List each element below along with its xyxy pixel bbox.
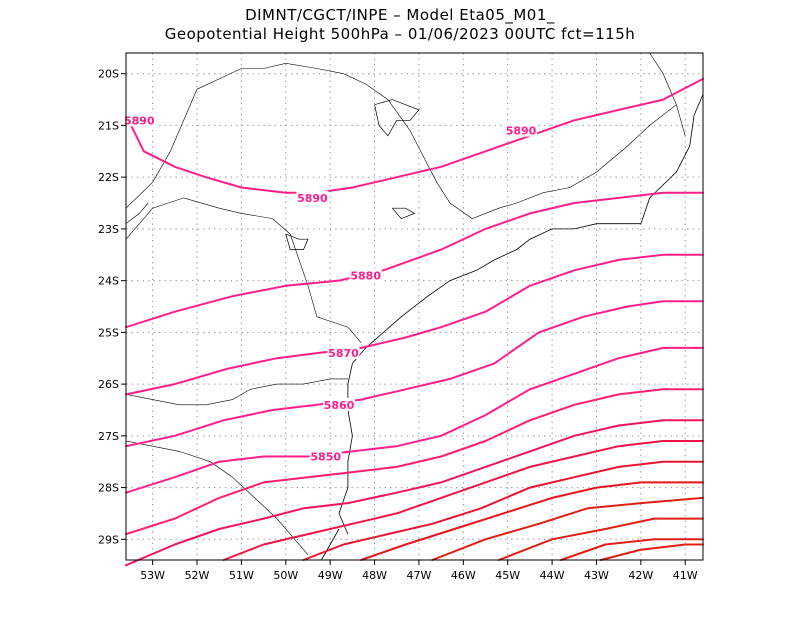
contour-label-bg [323, 397, 356, 411]
lon-tick-label: 46W [451, 569, 476, 582]
contour-label-bg [309, 449, 342, 463]
state-border-1 [125, 378, 348, 406]
lon-tick-label: 43W [584, 569, 609, 582]
contour-label-bg [327, 346, 360, 360]
state-border-6 [125, 202, 149, 224]
lon-tick-label: 42W [628, 569, 653, 582]
contour-5880 [125, 191, 704, 329]
lon-tick-label: 51W [229, 569, 254, 582]
lat-tick-label: 28S [98, 482, 119, 495]
lon-tick-label: 47W [407, 569, 432, 582]
title-line-2: Geopotential Height 500hPa – 01/06/2023 … [164, 25, 636, 43]
lon-tick-label: 48W [362, 569, 387, 582]
reservoir-2 [392, 207, 416, 220]
contour-label-5890: 5890 [297, 192, 328, 205]
state-border-2 [125, 440, 309, 555]
lon-tick-label: 45W [495, 569, 520, 582]
contour-5870 [125, 253, 704, 396]
contour-5770 [560, 538, 704, 561]
lon-tick-label: 50W [273, 569, 298, 582]
lat-tick-label: 20S [98, 68, 119, 81]
height-contours [125, 77, 704, 567]
contour-5800 [360, 481, 704, 561]
contour-5850 [125, 346, 704, 494]
contour-5790 [431, 496, 704, 561]
reservoir-0 [374, 99, 420, 137]
contour-5840 [125, 388, 704, 536]
coastline [338, 94, 704, 535]
contour-labels: 5890 5890 5890 5880 5870 5860 5850 [123, 113, 538, 464]
contour-5810 [302, 460, 704, 561]
axis-ticks: 53W 52W 51W 50W 49W 48W 47W 46W 45W 44W 43W 42W 41W 2… [98, 68, 698, 582]
lat-tick-label: 27S [98, 430, 119, 443]
contour-label-bg [505, 123, 538, 137]
coastline-south [320, 528, 340, 561]
contour-label-5890: 5890 [506, 125, 537, 138]
contour-label-5890: 5890 [124, 114, 155, 127]
contour-label-5870: 5870 [328, 347, 359, 360]
contour-5860 [125, 300, 704, 448]
map-frame [125, 52, 704, 561]
title-line-1: DIMNT/CGCT/INPE – Model Eta05_M01_ [245, 6, 555, 24]
contour-label-5850: 5850 [310, 451, 341, 464]
contour-label-bg [296, 190, 329, 204]
lat-tick-label: 29S [98, 533, 119, 546]
contour-label-bg [123, 113, 156, 127]
state-border-3 [196, 62, 677, 219]
lat-tick-label: 24S [98, 275, 119, 288]
lon-tick-label: 53W [140, 569, 165, 582]
state-border-0 [125, 197, 362, 343]
lon-tick-label: 49W [318, 569, 343, 582]
lat-tick-label: 22S [98, 171, 119, 184]
contour-label-5860: 5860 [324, 399, 355, 412]
lat-tick-label: 25S [98, 326, 119, 339]
contour-label-5880: 5880 [350, 269, 381, 282]
contour-5780 [497, 517, 704, 561]
lat-tick-label: 21S [98, 119, 119, 132]
lon-tick-label: 44W [540, 569, 565, 582]
contour-5890 [125, 77, 704, 194]
geography [125, 52, 704, 561]
contour-5820 [222, 440, 704, 561]
contour-5830 [125, 419, 704, 567]
lon-tick-label: 41W [673, 569, 698, 582]
lon-tick-label: 52W [185, 569, 210, 582]
contour-label-bg [349, 268, 382, 282]
contour-5760 [599, 543, 704, 561]
state-border-4 [125, 89, 198, 209]
reservoir-1 [285, 233, 309, 250]
lat-tick-label: 26S [98, 378, 119, 391]
lat-tick-label: 23S [98, 223, 119, 236]
state-border-5 [649, 52, 686, 136]
